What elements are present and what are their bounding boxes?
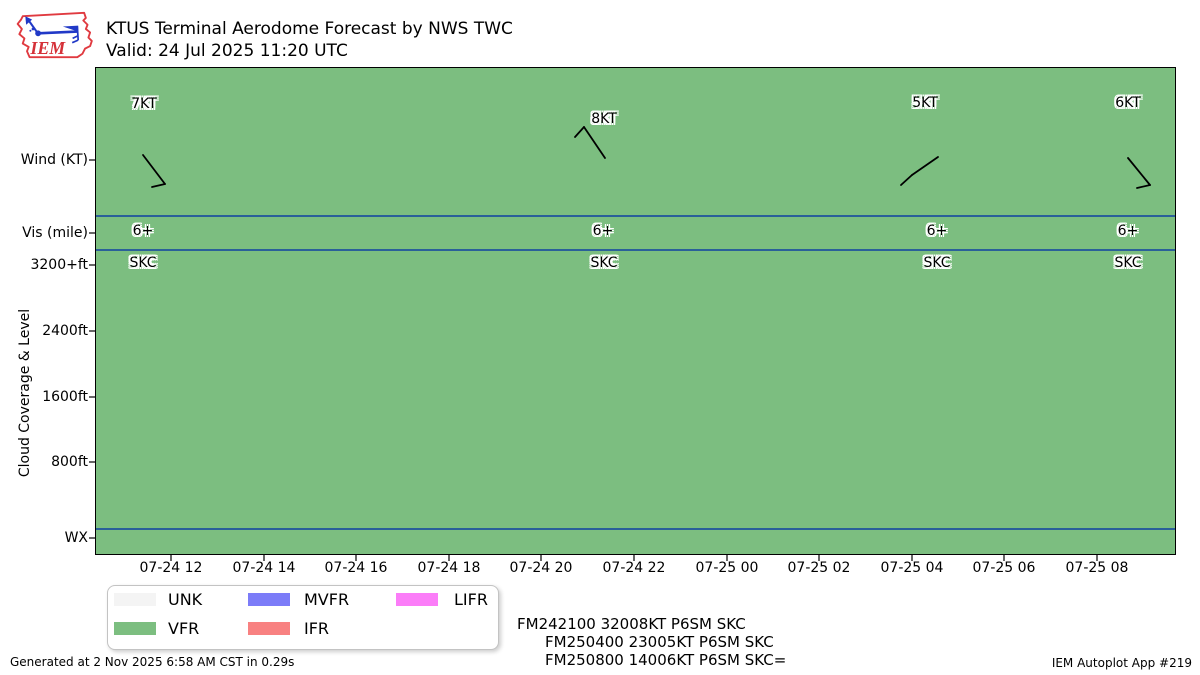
x-tick-label-7: 07-25 02 (787, 560, 851, 576)
y-tick-label-3200ft: 3200+ft (30, 257, 88, 273)
wind-speed-label-2: 8KT (591, 111, 617, 127)
wind-speed-label-4: 6KT (1115, 95, 1141, 111)
y-tick-label-1600ft: 1600ft (42, 389, 88, 405)
visibility-label-2: 6+ (592, 223, 614, 239)
taf-text-line-1: FM242100 32008KT P6SM SKC (517, 615, 746, 633)
y-axis-label: Cloud Coverage & Level (17, 308, 33, 478)
row-separator-vis-cloud (96, 249, 1175, 251)
valid-time: Valid: 24 Jul 2025 11:20 UTC (106, 41, 348, 61)
y-tick-label-800ft: 800ft (51, 454, 88, 470)
x-tick-label-6: 07-25 00 (695, 560, 759, 576)
x-tick-label-1: 07-24 14 (232, 560, 296, 576)
visibility-label-3: 6+ (926, 223, 948, 239)
y-tick-label-vis: Vis (mile) (22, 225, 88, 241)
wind-speed-label-3: 5KT (912, 95, 938, 111)
legend-label-mvfr: MVFR (304, 590, 350, 609)
x-tick-label-0: 07-24 12 (139, 560, 203, 576)
wind-speed-label-1: 7KT (131, 96, 157, 112)
sky-condition-label-1: SKC (129, 255, 157, 271)
app-id: IEM Autoplot App #219 (1051, 656, 1192, 670)
legend-swatch-unk (114, 593, 156, 606)
legend-swatch-lifr (396, 593, 438, 606)
x-tick-label-5: 07-24 22 (602, 560, 666, 576)
sky-condition-label-2: SKC (590, 255, 618, 271)
legend-label-unk: UNK (168, 590, 203, 609)
page-title: KTUS Terminal Aerodome Forecast by NWS T… (106, 19, 513, 39)
generated-timestamp: Generated at 2 Nov 2025 6:58 AM CST in 0… (10, 655, 295, 669)
x-tick-label-3: 07-24 18 (417, 560, 481, 576)
legend-swatch-vfr (114, 622, 156, 635)
legend-swatch-mvfr (248, 593, 290, 606)
row-separator-cloud-wx (96, 528, 1175, 530)
taf-text-line-2: FM250400 23005KT P6SM SKC (545, 633, 774, 651)
sky-condition-label-3: SKC (923, 255, 951, 271)
taf-text-line-3: FM250800 14006KT P6SM SKC= (545, 651, 787, 669)
legend-label-lifr: LIFR (454, 590, 488, 609)
iem-logo: IEM (16, 11, 93, 59)
weathervane-icon (25, 16, 80, 44)
visibility-label-4: 6+ (1117, 223, 1139, 239)
logo-text: IEM (29, 38, 66, 58)
y-tick-label-wx: WX (64, 530, 88, 546)
iowa-outline (16, 11, 93, 59)
legend-label-vfr: VFR (168, 619, 200, 638)
sky-condition-label-4: SKC (1114, 255, 1142, 271)
x-tick-label-2: 07-24 16 (324, 560, 388, 576)
taf-plot (95, 67, 1176, 555)
x-tick-label-10: 07-25 08 (1065, 560, 1129, 576)
y-tick-label-2400ft: 2400ft (42, 323, 88, 339)
x-tick-label-8: 07-25 04 (880, 560, 944, 576)
visibility-label-1: 6+ (132, 223, 154, 239)
legend-swatch-ifr (248, 622, 290, 635)
row-separator-wind-vis (96, 215, 1175, 217)
y-tick-label-wind: Wind (KT) (20, 152, 88, 168)
legend: UNK MVFR LIFR VFR IFR (107, 585, 499, 650)
x-tick-label-9: 07-25 06 (972, 560, 1036, 576)
x-tick-label-4: 07-24 20 (509, 560, 573, 576)
legend-label-ifr: IFR (304, 619, 330, 638)
